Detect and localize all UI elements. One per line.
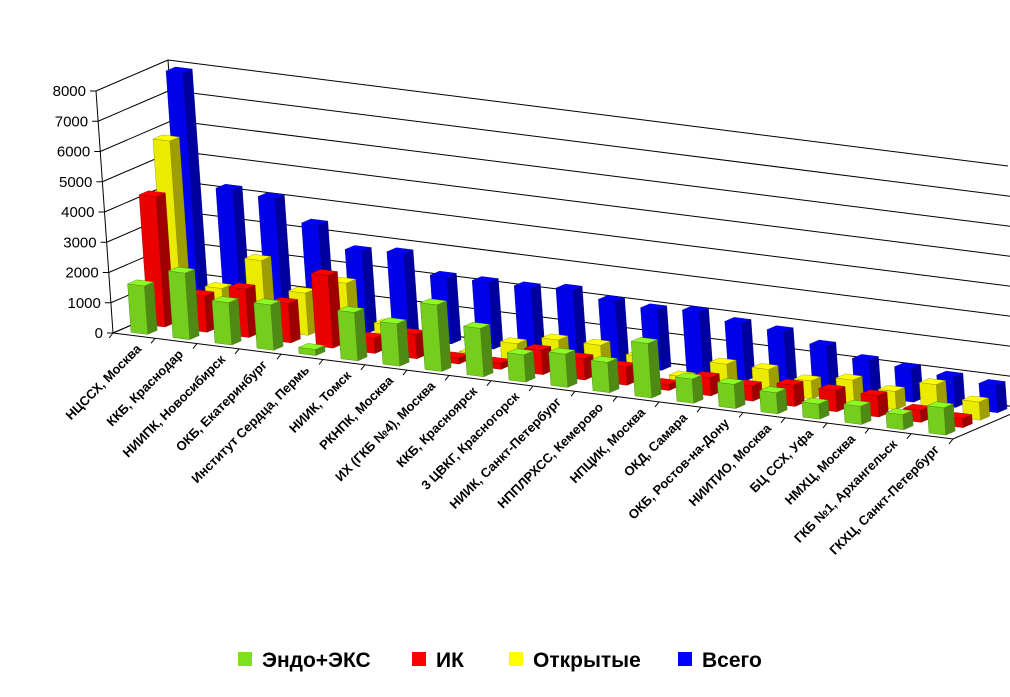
y-tick-label: 2000	[65, 265, 98, 282]
x-tick-mark	[192, 343, 198, 349]
x-tick-label: ОКБ, Екатеринбург	[173, 357, 271, 455]
bar	[630, 337, 662, 399]
bar	[310, 269, 343, 349]
bar	[851, 354, 882, 398]
x-tick-mark	[444, 375, 450, 381]
x-tick-label: НИИТИО, Москва	[686, 420, 775, 509]
bar	[716, 378, 746, 409]
bar	[513, 281, 546, 355]
x-tick-mark	[780, 417, 786, 424]
x-tick-mark	[318, 359, 324, 365]
x-tick-mark	[612, 396, 618, 402]
x-tick-mark	[528, 385, 534, 392]
x-tick-mark	[108, 332, 114, 339]
back-gridline	[174, 150, 1010, 257]
x-tick-mark	[486, 380, 492, 387]
y-tick-label: 1000	[68, 295, 101, 312]
x-tick-mark	[150, 337, 156, 344]
bar	[842, 399, 872, 425]
side-gridline	[97, 89, 171, 122]
legend-item: Эндо+ЭКС	[238, 649, 371, 672]
bar	[211, 296, 242, 346]
back-gridline	[172, 120, 1010, 227]
legend-swatch	[412, 652, 426, 666]
bar	[681, 305, 714, 376]
bar	[547, 347, 578, 388]
legend-item: Всего	[678, 649, 762, 672]
y-tick-label: 3000	[63, 234, 96, 251]
y-tick-label: 4000	[61, 204, 94, 221]
bar	[126, 279, 158, 335]
x-tick-mark	[738, 412, 744, 418]
x-tick-mark	[570, 390, 576, 397]
x-tick-mark	[822, 422, 828, 429]
side-gridline	[100, 120, 173, 152]
bar	[674, 372, 704, 404]
x-tick-mark	[654, 401, 660, 408]
legend-swatch	[238, 652, 252, 666]
bar	[926, 401, 956, 436]
bar	[506, 348, 536, 383]
y-tick-label: 8000	[53, 83, 86, 100]
bar	[801, 397, 830, 420]
legend-label: Всего	[702, 649, 762, 672]
x-tick-label: ККБ, Красноярск	[393, 383, 480, 470]
bar	[885, 408, 914, 431]
bar	[590, 356, 620, 393]
bar	[167, 266, 200, 340]
x-tick-mark	[696, 406, 702, 413]
y-tick-label: 5000	[59, 174, 92, 191]
legend-item: Открытые	[509, 649, 641, 672]
legend-item: ИК	[412, 649, 464, 672]
bar	[297, 343, 326, 356]
bars-layer	[126, 66, 1008, 436]
y-tick-label: 0	[95, 325, 103, 342]
side-gridline	[95, 59, 169, 92]
bar	[419, 298, 452, 372]
y-tick-label: 6000	[57, 144, 90, 161]
legend-swatch	[509, 652, 523, 666]
back-gridline	[167, 59, 1009, 167]
legend-label: ИК	[436, 649, 464, 672]
legend-label: Эндо+ЭКС	[262, 649, 371, 672]
legend-swatch	[678, 652, 692, 666]
y-axis: 0 1000 2000 3000 4000 5000 6000 7000 8000	[53, 83, 113, 342]
bar	[462, 322, 494, 378]
legend-label: Открытые	[533, 649, 641, 672]
x-tick-mark	[360, 364, 366, 371]
bar	[253, 298, 284, 351]
x-tick-mark	[234, 348, 240, 355]
y-tick-label: 7000	[55, 113, 88, 130]
bar	[758, 386, 788, 415]
x-tick-mark	[402, 369, 408, 376]
x-tick-mark	[276, 353, 282, 360]
bar	[379, 317, 410, 367]
bar	[336, 306, 368, 362]
back-gridline	[176, 180, 1010, 287]
x-tick-mark	[948, 438, 954, 445]
x-tick-mark	[906, 433, 912, 440]
back-gridline	[170, 89, 1010, 197]
legend: Эндо+ЭКС ИК Открытые Всего	[238, 649, 762, 672]
x-tick-mark	[864, 428, 870, 434]
bar	[386, 247, 420, 339]
